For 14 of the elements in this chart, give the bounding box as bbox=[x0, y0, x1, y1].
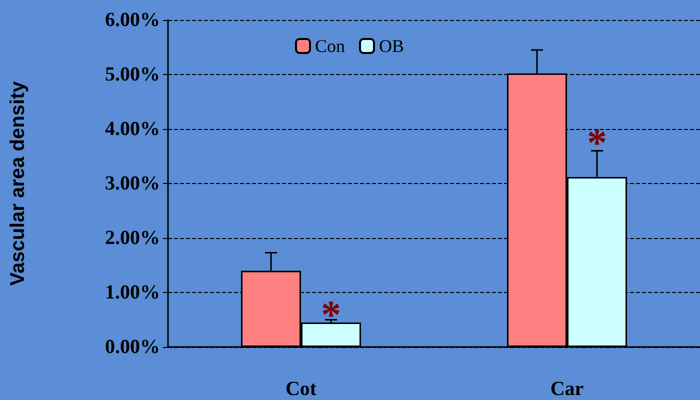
x-tick-label: Car bbox=[550, 378, 584, 400]
y-tick-label: 3.00% bbox=[105, 172, 160, 194]
annotation: * bbox=[321, 292, 341, 337]
y-tick-label: 6.00% bbox=[105, 9, 160, 31]
y-tick-label: 4.00% bbox=[105, 118, 160, 140]
legend-label: Con bbox=[315, 36, 346, 56]
y-tick-label: 5.00% bbox=[105, 64, 160, 86]
annotation: * bbox=[587, 120, 607, 166]
x-tick-label: Cot bbox=[285, 378, 317, 400]
y-tick-label: 0.00% bbox=[105, 336, 160, 358]
y-tick-label: 2.00% bbox=[105, 227, 160, 249]
y-axis-title: Vascular area density bbox=[7, 80, 29, 286]
legend-label: OB bbox=[379, 36, 404, 56]
y-tick-label: 1.00% bbox=[105, 282, 160, 304]
